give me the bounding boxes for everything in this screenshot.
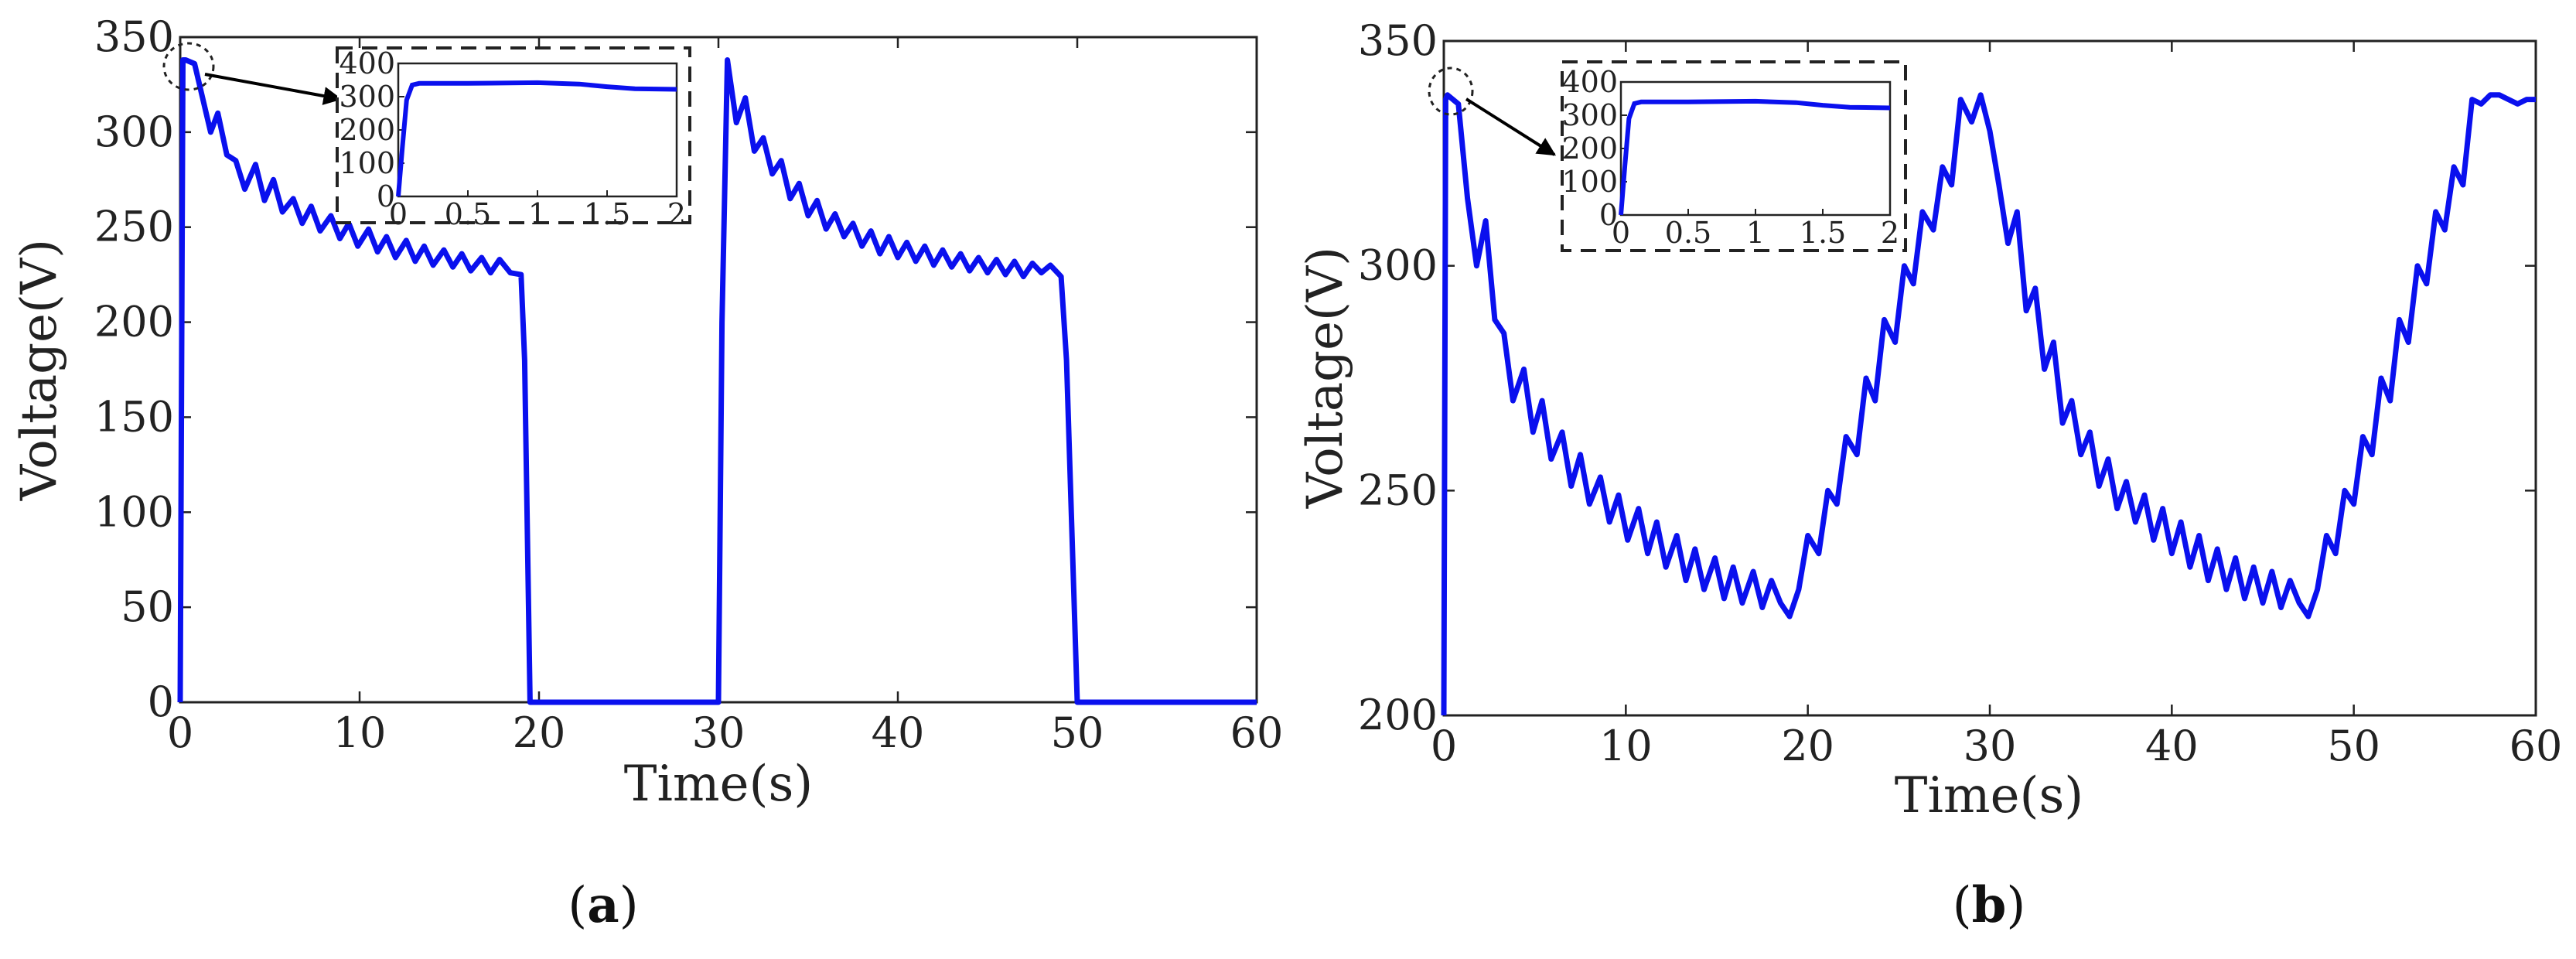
panel-label-a: (a) (568, 876, 638, 934)
voltage-series-b (1441, 92, 2536, 716)
x-tick-label: 10 (1599, 722, 1653, 770)
x-tick-label: 30 (1964, 722, 2017, 770)
y-tick-label: 350 (94, 12, 174, 61)
panel-label-b: (b) (1953, 876, 2026, 934)
inset-x-tick-label: 2 (667, 197, 686, 231)
inset-x-tick-label: 2 (1881, 216, 1899, 250)
inset-series-a (396, 80, 677, 197)
inset-y-tick-label: 200 (339, 113, 395, 147)
inset-x-tick-label: 0.5 (445, 197, 491, 231)
voltage-series-a (177, 57, 1257, 705)
x-tick-label: 60 (1230, 708, 1284, 757)
y-tick-label: 300 (1358, 241, 1438, 290)
x-tick-label: 20 (1781, 722, 1834, 770)
inset-y-tick-label: 300 (1561, 98, 1618, 132)
inset-y-tick-label: 100 (339, 146, 395, 180)
y-tick-label: 200 (94, 298, 174, 346)
x-axis-label-a: Time(s) (624, 756, 814, 813)
inset-x-tick-label: 0 (389, 197, 408, 231)
panel-label-a-open: ( (568, 877, 587, 934)
x-tick-label: 50 (1051, 708, 1104, 757)
panel-label-b-open: ( (1953, 877, 1972, 934)
x-tick-label: 20 (513, 708, 566, 757)
panel-label-a-close: ) (619, 877, 639, 934)
inset-x-tick-label: 1 (1746, 216, 1765, 250)
zoom-region-marker-b (1428, 67, 1474, 116)
y-tick-label: 250 (94, 203, 174, 251)
zoom-arrow-b (1465, 97, 1557, 156)
x-tick-label: 40 (872, 708, 925, 757)
inset-y-tick-label: 400 (1561, 65, 1618, 99)
inset-y-tick-label: 400 (339, 46, 395, 80)
inset-x-tick-label: 0.5 (1665, 216, 1711, 250)
inset-y-tick-label: 100 (1561, 165, 1618, 199)
x-tick-label: 50 (2327, 722, 2380, 770)
y-tick-label: 300 (94, 108, 174, 156)
y-tick-label: 150 (94, 392, 174, 441)
panel-label-b-close: ) (2006, 877, 2025, 934)
x-tick-label: 40 (2145, 722, 2199, 770)
y-tick-label: 100 (94, 487, 174, 536)
zoom-region-marker-a (162, 42, 215, 91)
inset-y-tick-label: 0 (1599, 198, 1618, 232)
inset-y-tick-label: 0 (377, 179, 395, 213)
y-tick-label: 250 (1358, 466, 1438, 514)
panel-label-a-letter: a (587, 876, 619, 934)
inset-x-tick-label: 1.5 (1800, 216, 1846, 250)
y-axis-label-b: Voltage(V) (1297, 247, 1354, 509)
zoom-arrow-a (204, 73, 343, 105)
x-tick-label: 60 (2509, 722, 2563, 770)
y-tick-label: 350 (1358, 16, 1438, 65)
y-axis-label-a: Voltage(V) (11, 239, 68, 501)
y-tick-label: 200 (1358, 691, 1438, 739)
x-tick-label: 0 (1431, 722, 1457, 770)
inset-x-tick-label: 0 (1612, 216, 1630, 250)
panel-label-b-letter: b (1972, 876, 2007, 934)
inset-series-b (1619, 98, 1891, 216)
x-axis-label-b: Time(s) (1895, 767, 2084, 824)
y-tick-label: 50 (121, 582, 174, 631)
inset-y-tick-label: 200 (1561, 131, 1618, 166)
x-tick-label: 0 (167, 708, 193, 757)
x-tick-label: 10 (333, 708, 387, 757)
inset-x-tick-label: 1 (528, 197, 547, 231)
inset-x-tick-label: 1.5 (584, 197, 630, 231)
y-tick-label: 0 (148, 677, 174, 726)
inset-y-tick-label: 300 (339, 80, 395, 114)
x-tick-label: 30 (692, 708, 746, 757)
